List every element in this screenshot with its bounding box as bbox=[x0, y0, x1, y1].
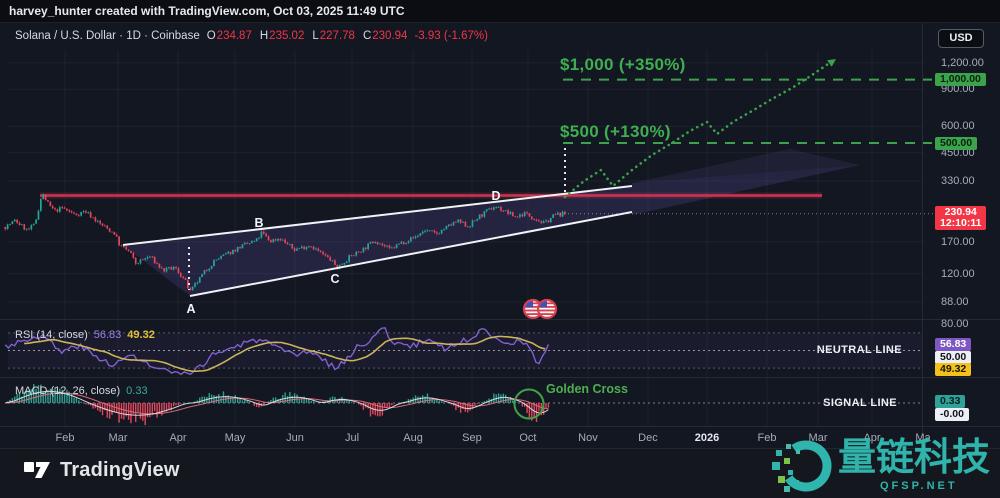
watermark: 量链科技 QFSP.NET bbox=[770, 436, 1000, 498]
price-target-label-500[interactable]: $500 (+130%) bbox=[560, 122, 671, 141]
footer-bar bbox=[0, 448, 1000, 498]
price-change: -3.93 (-1.67%) bbox=[414, 30, 488, 42]
price-target-label-1000[interactable]: $1,000 (+350%) bbox=[560, 55, 686, 74]
rsi-title[interactable]: RSI (14, close) bbox=[15, 329, 88, 341]
neutral-line-label: NEUTRAL LINE bbox=[816, 344, 902, 356]
rsi-value-badge: 49.32 bbox=[935, 363, 972, 377]
rsi-indicator-row[interactable]: RSI (14, close) 56.83 49.32 bbox=[15, 329, 155, 341]
time-axis-label: Jun bbox=[286, 432, 304, 444]
pattern-point-a: A bbox=[186, 302, 196, 316]
attribution-bar: harvey_hunter created with TradingView.c… bbox=[0, 0, 1000, 23]
target-price-badge: 500.00 bbox=[935, 136, 978, 150]
symbol-info-bar[interactable]: Solana / U.S. Dollar · 1D · Coinbase O 23… bbox=[15, 30, 488, 42]
rsi-value-badge: 56.83 bbox=[935, 338, 972, 351]
macd-indicator-row[interactable]: MACD (12, 26, close) 0.33 bbox=[15, 385, 148, 397]
time-axis-label: Apr bbox=[169, 432, 187, 444]
time-axis-label: Nov bbox=[578, 432, 598, 444]
time-axis-label: Mar bbox=[108, 432, 128, 444]
attribution-text: harvey_hunter created with TradingView.c… bbox=[9, 4, 405, 18]
time-axis-label: Jul bbox=[345, 432, 360, 444]
time-axis-label: Mar bbox=[808, 432, 828, 444]
price-tick-label: 88.00 bbox=[941, 296, 969, 308]
ohlc-l: L 227.78 bbox=[312, 30, 355, 42]
symbol-title[interactable]: Solana / U.S. Dollar · 1D · Coinbase bbox=[15, 30, 200, 42]
tradingview-logo-icon bbox=[24, 462, 50, 478]
price-tick-label: 900.00 bbox=[941, 83, 975, 96]
tradingview-logo-text: TradingView bbox=[60, 458, 180, 481]
price-tick-label: 120.00 bbox=[941, 267, 975, 280]
target-price-badge: 1,000.00 bbox=[935, 73, 986, 87]
ohlc-c: C 230.94 bbox=[362, 30, 408, 42]
time-axis-label: Feb bbox=[757, 432, 777, 444]
rsi-ma-value: 49.32 bbox=[127, 329, 155, 341]
time-axis-label: Feb bbox=[55, 432, 75, 444]
currency-button[interactable]: USD bbox=[938, 29, 984, 48]
time-axis-label: Aug bbox=[403, 432, 423, 444]
macd-value-badge: -0.00 bbox=[935, 407, 969, 421]
pattern-point-b: B bbox=[254, 216, 264, 230]
current-price-badge: 230.94 12:10:11 bbox=[935, 205, 987, 230]
price-tick-label: 170.00 bbox=[941, 235, 975, 248]
price-tick-label: 600.00 bbox=[941, 120, 975, 133]
time-axis-label: Dec bbox=[638, 432, 658, 444]
time-axis-label: Oct bbox=[519, 432, 537, 444]
price-tick-label: 330.00 bbox=[941, 175, 975, 188]
macd-value: 0.33 bbox=[126, 385, 148, 397]
signal-line-label: SIGNAL LINE bbox=[823, 397, 897, 409]
macd-value-badge: 0.33 bbox=[935, 395, 966, 408]
watermark-company-name: 量链科技 bbox=[838, 437, 991, 479]
price-tick-label: 1,200.00 bbox=[941, 56, 984, 69]
price-tick-label: 80.00 bbox=[941, 318, 969, 331]
time-axis-label: 2026 bbox=[694, 432, 720, 444]
ohlc-values: O 234.87 H 235.02 L 227.78 C 230.94 bbox=[207, 30, 408, 42]
tradingview-logo[interactable]: TradingView bbox=[24, 458, 180, 482]
rsi-value: 56.83 bbox=[93, 329, 122, 341]
golden-cross-label: Golden Cross bbox=[546, 382, 628, 396]
price-tick-label: 450.00 bbox=[941, 146, 975, 159]
watermark-site-url: QFSP.NET bbox=[880, 480, 958, 492]
time-axis-label: Apr bbox=[863, 432, 881, 444]
macd-title[interactable]: MACD (12, 26, close) bbox=[15, 385, 121, 397]
rsi-value-badge: 50.00 bbox=[935, 350, 972, 364]
pattern-point-d: D bbox=[491, 189, 501, 203]
pattern-point-c: C bbox=[330, 272, 340, 286]
time-axis-label: Ma bbox=[915, 432, 931, 444]
ohlc-o: O 234.87 bbox=[206, 30, 252, 42]
time-axis-label: May bbox=[224, 432, 246, 444]
time-axis-label: Sep bbox=[462, 432, 482, 444]
ohlc-h: H 235.02 bbox=[259, 30, 305, 42]
watermark-logo-icon bbox=[772, 440, 832, 492]
